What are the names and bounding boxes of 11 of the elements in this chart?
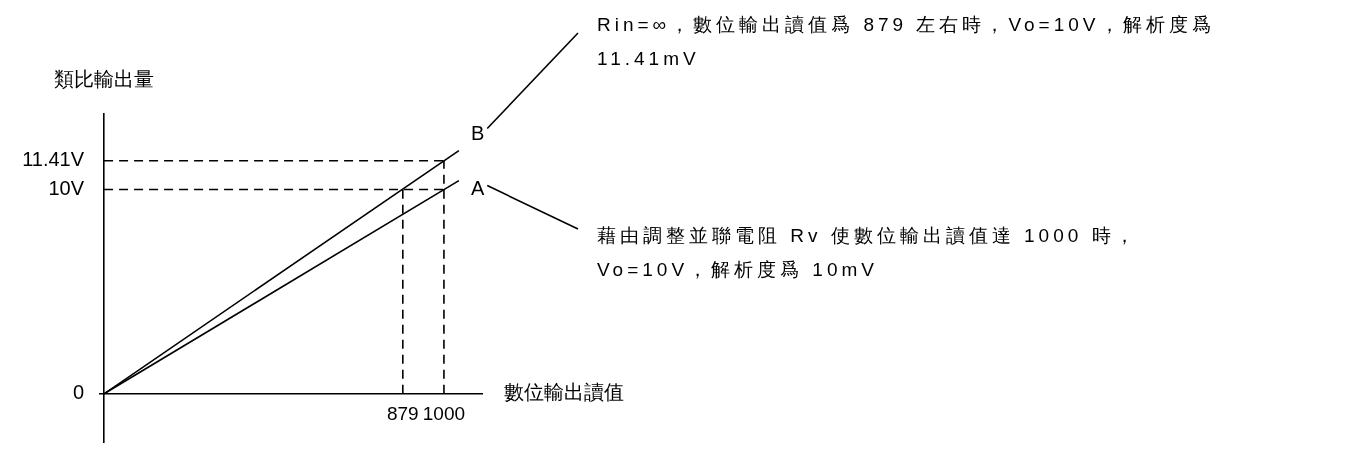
- y-tick-label: 10V: [48, 177, 105, 200]
- x-axis-title: 數位輸出讀值: [504, 381, 624, 404]
- series-label: A: [470, 177, 485, 200]
- series-label: B: [470, 122, 485, 145]
- y-tick-label: 11.41V: [22, 148, 105, 171]
- text: 藉由調整並聯電阻 Rv 使數位輸出讀值達 1000 時，Vo=10V，解析度爲 10mV: [597, 225, 1138, 281]
- y-axis-title: 類比輸出量: [54, 67, 155, 90]
- x-tick-label: 1000: [422, 403, 466, 425]
- x-tick-label: 879: [386, 403, 419, 425]
- y-tick-label: 0: [72, 381, 105, 404]
- text: Rin=∞，數位輸出讀值爲 879 左右時，Vo=10V，解析度爲 11.41mV: [597, 14, 1224, 70]
